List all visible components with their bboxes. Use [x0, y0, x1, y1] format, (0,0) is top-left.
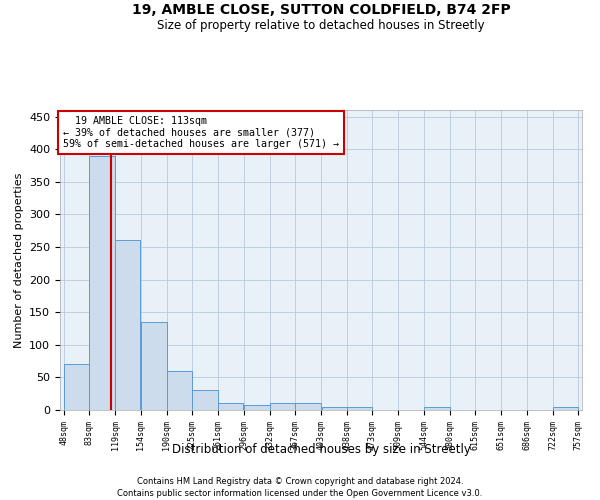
Text: 19 AMBLE CLOSE: 113sqm
← 39% of detached houses are smaller (377)
59% of semi-de: 19 AMBLE CLOSE: 113sqm ← 39% of detached… [62, 116, 338, 149]
Text: Size of property relative to detached houses in Streetly: Size of property relative to detached ho… [157, 18, 485, 32]
Bar [347, 406, 372, 410]
Bar [115, 240, 140, 410]
Text: 19, AMBLE CLOSE, SUTTON COLDFIELD, B74 2FP: 19, AMBLE CLOSE, SUTTON COLDFIELD, B74 2… [131, 2, 511, 16]
Text: Contains HM Land Registry data © Crown copyright and database right 2024.: Contains HM Land Registry data © Crown c… [137, 478, 463, 486]
Bar [89, 156, 115, 410]
Text: Distribution of detached houses by size in Streetly: Distribution of detached houses by size … [172, 442, 470, 456]
Bar [295, 404, 321, 410]
Bar [141, 322, 167, 410]
Bar [322, 406, 347, 410]
Bar [193, 390, 218, 410]
Bar [553, 408, 578, 410]
Y-axis label: Number of detached properties: Number of detached properties [14, 172, 23, 348]
Bar [270, 404, 295, 410]
Bar [244, 406, 269, 410]
Bar [167, 371, 192, 410]
Text: Contains public sector information licensed under the Open Government Licence v3: Contains public sector information licen… [118, 489, 482, 498]
Bar [218, 404, 244, 410]
Bar [64, 364, 89, 410]
Bar [424, 408, 449, 410]
